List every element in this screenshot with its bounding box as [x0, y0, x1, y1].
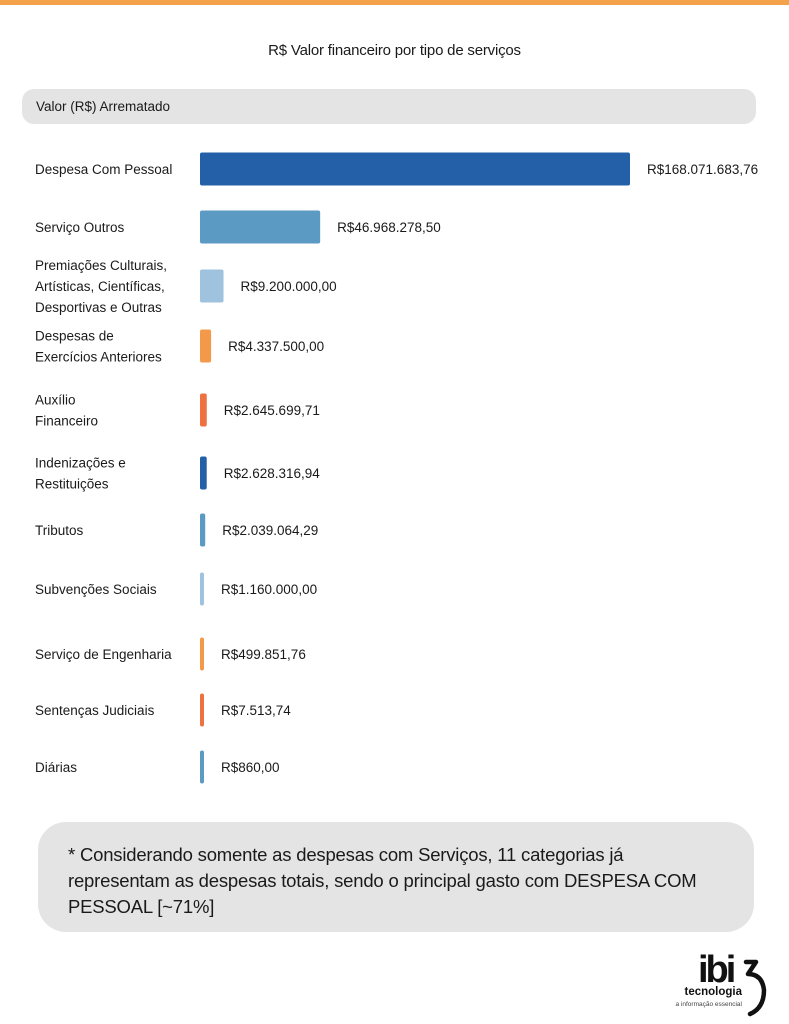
bar — [200, 329, 212, 363]
category-label: Tributos — [35, 523, 84, 538]
category-label: Desportivas e Outras — [35, 300, 162, 315]
ibi-tecnologia-logo: ibi tecnologia a informação essencial — [642, 949, 772, 1017]
bar — [200, 513, 206, 547]
category-label: Auxílio — [35, 393, 76, 408]
value-label: R$46.968.278,50 — [337, 220, 441, 235]
chart-title: R$ Valor financeiro por tipo de serviços — [268, 42, 521, 59]
category-label: Indenizações e — [35, 456, 126, 471]
bar-chart: Despesa Com Pessoal R$168.071.683,76 Servi… — [35, 152, 758, 784]
category-label: Sentenças Judiciais — [35, 703, 155, 718]
category-label: Serviço Outros — [35, 220, 125, 235]
value-label: R$860,00 — [221, 760, 280, 775]
bar — [200, 572, 204, 606]
footnote-box: * Considerando somente as despesas com S… — [38, 822, 754, 932]
top-accent-rule — [0, 0, 789, 5]
bar — [200, 693, 204, 727]
category-label: Premiações Culturais, — [35, 258, 167, 273]
value-label: R$2.645.699,71 — [224, 403, 320, 418]
bar — [200, 269, 224, 303]
category-label: Exercícios Anteriores — [35, 350, 162, 365]
value-label: R$168.071.683,76 — [647, 162, 758, 177]
bar — [200, 750, 204, 784]
logo-tagline-sub: a informação essencial — [675, 1001, 742, 1008]
category-label: Financeiro — [35, 414, 98, 429]
bar — [200, 210, 321, 244]
logo-wordmark: ibi — [698, 949, 736, 991]
value-label: R$2.628.316,94 — [224, 466, 321, 481]
category-label: Despesas de — [35, 329, 114, 344]
value-label: R$7.513,74 — [221, 703, 291, 718]
value-label: R$9.200.000,00 — [241, 279, 337, 294]
bar — [200, 637, 204, 671]
category-label: Diárias — [35, 760, 77, 775]
bar — [200, 456, 207, 490]
logo-hook-icon — [743, 959, 767, 1017]
value-label: R$1.160.000,00 — [221, 582, 317, 597]
column-header: Valor (R$) Arrematado — [22, 89, 756, 124]
category-label: Subvenções Sociais — [35, 582, 157, 597]
value-label: R$2.039.064,29 — [222, 523, 318, 538]
category-label: Despesa Com Pessoal — [35, 162, 172, 177]
value-label: R$4.337.500,00 — [228, 339, 324, 354]
logo-tagline-main: tecnologia — [684, 986, 742, 998]
bar — [200, 152, 630, 186]
value-label: R$499.851,76 — [221, 647, 306, 662]
bar — [200, 393, 207, 427]
category-label: Artísticas, Científicas, — [35, 279, 165, 294]
category-label: Restituições — [35, 477, 109, 492]
category-label: Serviço de Engenharia — [35, 647, 172, 662]
